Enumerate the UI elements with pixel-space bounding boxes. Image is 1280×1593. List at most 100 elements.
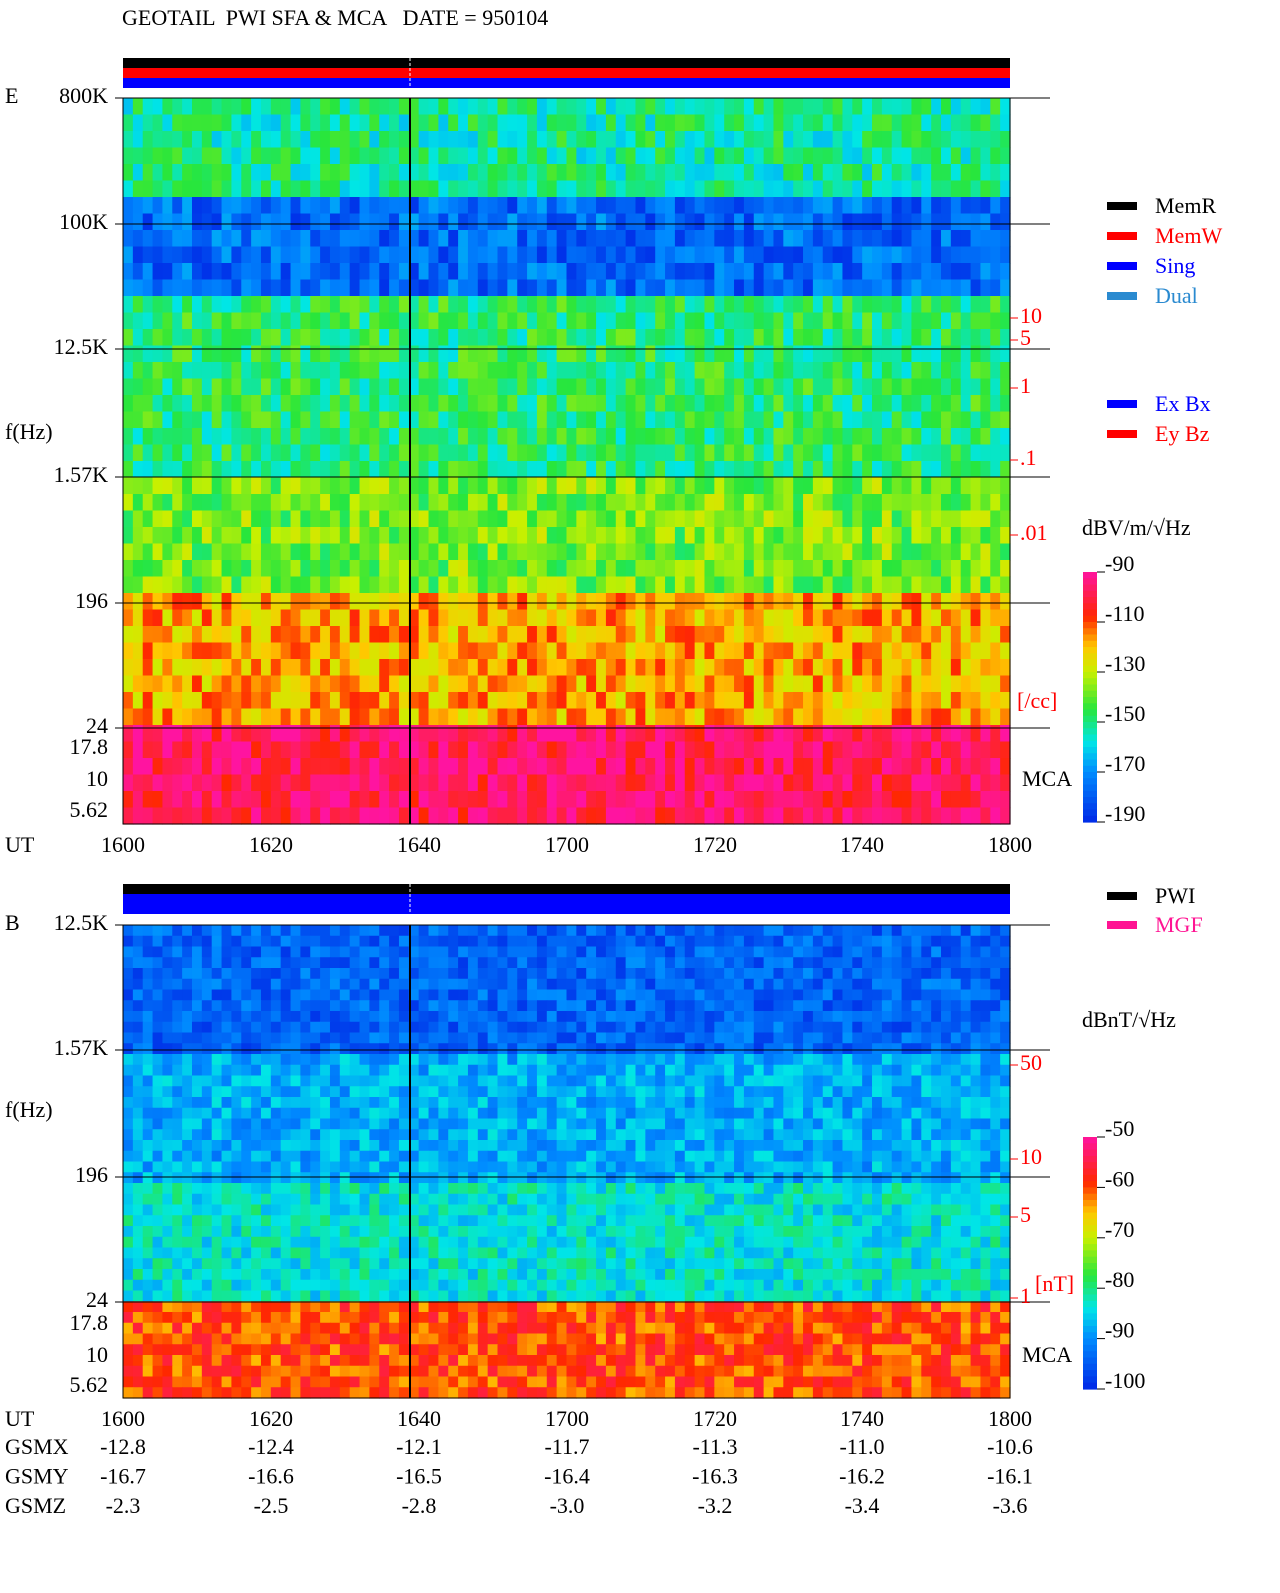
- spectrogram-cell: [260, 197, 272, 215]
- spectrogram-cell: [960, 576, 972, 594]
- spectrogram-cell: [803, 494, 814, 512]
- spectrogram-cell: [734, 345, 745, 363]
- spectrogram-cell: [990, 461, 1001, 479]
- spectrogram-cell: [487, 708, 499, 726]
- spectrogram-cell: [290, 428, 301, 446]
- spectrogram-cell: [477, 527, 489, 545]
- spectrogram-cell: [408, 1000, 420, 1012]
- spectrogram-cell: [911, 791, 922, 809]
- spectrogram-cell: [990, 807, 1001, 825]
- spectrogram-cell: [458, 692, 469, 710]
- spectrogram-cell: [251, 741, 262, 759]
- spectrogram-cell: [763, 213, 775, 231]
- spectrogram-cell: [812, 642, 824, 660]
- spectrogram-cell: [586, 708, 597, 726]
- spectrogram-cell: [123, 642, 134, 660]
- y-tick-label: 5.62: [70, 797, 109, 822]
- spectrogram-cell: [527, 1000, 538, 1012]
- spectrogram-cell: [625, 576, 637, 594]
- spectrogram-cell: [152, 708, 164, 726]
- spectrogram-cell: [458, 1032, 469, 1044]
- spectrogram-cell: [822, 659, 834, 677]
- spectrogram-cell: [300, 758, 311, 776]
- spectrogram-cell: [822, 114, 834, 132]
- spectrogram-cell: [241, 131, 252, 149]
- spectrogram-cell: [398, 626, 410, 644]
- spectrogram-cell: [300, 329, 311, 347]
- spectrogram-cell: [803, 131, 814, 149]
- spectrogram-cell: [182, 197, 193, 215]
- spectrogram-cell: [773, 296, 784, 314]
- spectrogram-cell: [162, 626, 173, 644]
- spectrogram-cell: [349, 1011, 361, 1023]
- spectrogram-cell: [842, 935, 853, 948]
- spectrogram-cell: [290, 659, 301, 677]
- spectrogram-cell: [507, 114, 518, 132]
- spectrogram-cell: [881, 560, 893, 578]
- spectrogram-cell: [941, 807, 952, 825]
- spectrogram-cell: [132, 642, 144, 660]
- spectrogram-cell: [527, 543, 538, 561]
- spectrogram-cell: [497, 935, 508, 948]
- spectrogram-cell: [300, 925, 311, 937]
- spectrogram-cell: [980, 114, 991, 132]
- spectrogram-cell: [458, 213, 469, 231]
- spectrogram-cell: [773, 213, 784, 231]
- spectrogram-cell: [714, 213, 725, 231]
- spectrogram-cell: [142, 725, 154, 743]
- spectrogram-cell: [645, 329, 656, 347]
- spectrogram-cell: [546, 246, 558, 264]
- spectrogram-cell: [615, 444, 627, 462]
- spectrogram-cell: [162, 593, 173, 611]
- spectrogram-cell: [487, 957, 499, 969]
- spectrogram-cell: [379, 1021, 390, 1034]
- spectrogram-cell: [517, 989, 528, 1001]
- spectrogram-cell: [852, 362, 863, 380]
- spectrogram-cell: [152, 925, 164, 937]
- spectrogram-cell: [980, 593, 991, 611]
- spectrogram-cell: [536, 230, 548, 248]
- spectrogram-cell: [418, 345, 430, 363]
- spectrogram-cell: [862, 131, 873, 149]
- spectrogram-cell: [615, 758, 627, 776]
- spectrogram-cell: [507, 725, 518, 743]
- spectrogram-cell: [280, 576, 292, 594]
- spectrogram-cell: [970, 807, 982, 825]
- spectrogram-cell: [152, 593, 164, 611]
- spectrogram-cell: [911, 312, 922, 330]
- spectrogram-cell: [389, 461, 400, 479]
- spectrogram-cell: [310, 560, 321, 578]
- spectrogram-cell: [398, 968, 410, 980]
- spectrogram-cell: [487, 444, 499, 462]
- spectrogram-cell: [960, 230, 972, 248]
- spectrogram-cell: [714, 725, 725, 743]
- spectrogram-cell: [743, 957, 755, 969]
- spectrogram-cell: [231, 692, 242, 710]
- spectrogram-cell: [783, 925, 794, 937]
- spectrogram-cell: [320, 626, 331, 644]
- spectrogram-cell: [300, 774, 311, 792]
- spectrogram-cell: [408, 395, 420, 413]
- spectrogram-cell: [162, 946, 173, 958]
- spectrogram-cell: [369, 213, 380, 231]
- spectrogram-cell: [329, 758, 341, 776]
- spectrogram-cell: [822, 510, 834, 528]
- spectrogram-cell: [674, 725, 686, 743]
- spectrogram-cell: [891, 180, 903, 198]
- spectrogram-cell: [260, 378, 272, 396]
- spectrogram-cell: [507, 708, 518, 726]
- spectrogram-cell: [438, 642, 449, 660]
- spectrogram-cell: [497, 345, 508, 363]
- y-tick-label: 800K: [59, 83, 108, 108]
- spectrogram-cell: [123, 164, 134, 182]
- spectrogram-cell: [990, 263, 1001, 281]
- spectrogram-cell: [665, 774, 676, 792]
- spectrogram-cell: [822, 98, 834, 116]
- spectrogram-cell: [635, 510, 646, 528]
- spectrogram-cell: [428, 741, 439, 759]
- spectrogram-cell: [674, 946, 686, 958]
- spectrogram-cell: [694, 131, 706, 149]
- spectrogram-cell: [300, 708, 311, 726]
- spectrogram-cell: [527, 626, 538, 644]
- spectrogram-cell: [773, 659, 784, 677]
